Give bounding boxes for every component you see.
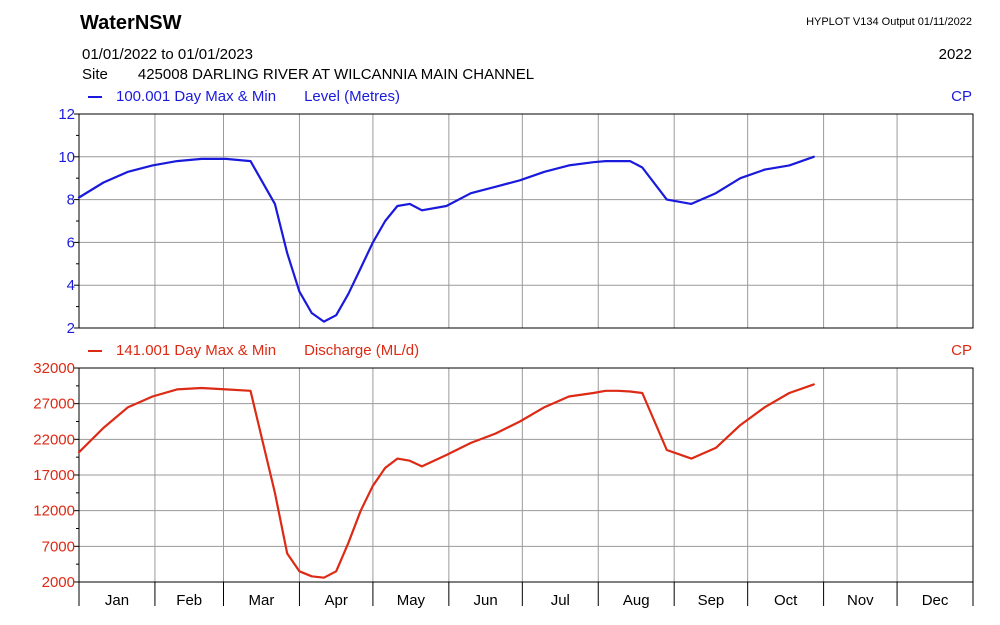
discharge-legend-series: 141.001 Day Max & Min	[116, 342, 277, 359]
discharge-ytick-label: 7000	[42, 538, 75, 555]
discharge-legend-ylabel: Discharge (ML/d)	[304, 342, 420, 359]
level-plot-frame	[78, 113, 974, 329]
level-legend-series: 100.001 Day Max & Min	[116, 88, 277, 105]
level-ytick-label: 6	[67, 234, 75, 251]
discharge-cp-label: CP	[951, 342, 972, 359]
level-cp-label: CP	[951, 88, 972, 105]
level-ytick-label: 4	[67, 277, 75, 294]
discharge-legend-swatch	[88, 350, 102, 353]
month-label: Feb	[176, 592, 202, 609]
discharge-ytick-label: 32000	[33, 360, 75, 377]
date-range: 01/01/2022 to 01/01/2023	[82, 46, 253, 63]
discharge-ytick-label: 2000	[42, 574, 75, 591]
level-series-line	[77, 155, 815, 323]
month-label: Jan	[105, 592, 129, 609]
level-ytick-label: 2	[67, 320, 75, 337]
month-label: May	[397, 592, 426, 609]
output-info: HYPLOT V134 Output 01/11/2022	[806, 16, 972, 28]
site-label: Site	[82, 66, 108, 83]
discharge-legend: 141.001 Day Max & Min Discharge (ML/d)	[88, 342, 419, 359]
year-label: 2022	[938, 46, 972, 63]
level-ytick-label: 8	[67, 192, 75, 209]
month-label: Nov	[847, 592, 874, 609]
site-value: 425008 DARLING RIVER AT WILCANNIA MAIN C…	[137, 66, 535, 83]
discharge-ytick-label: 12000	[33, 503, 75, 520]
level-legend: 100.001 Day Max & Min Level (Metres)	[88, 88, 400, 105]
month-label: Dec	[922, 592, 949, 609]
month-label: Aug	[623, 592, 650, 609]
level-ytick-label: 12	[58, 106, 75, 123]
level-legend-swatch	[88, 96, 102, 99]
page-title: WaterNSW	[80, 12, 182, 34]
site-info: Site 425008 DARLING RIVER AT WILCANNIA MA…	[82, 66, 534, 83]
month-label: Oct	[774, 592, 798, 609]
month-label: Jul	[551, 592, 570, 609]
discharge-plot-frame	[78, 367, 974, 583]
month-label: Mar	[249, 592, 275, 609]
discharge-series-line	[77, 383, 815, 579]
month-label: Apr	[325, 592, 348, 609]
level-ytick-label: 10	[58, 149, 75, 166]
discharge-ytick-label: 27000	[33, 396, 75, 413]
month-label: Jun	[473, 592, 497, 609]
month-label: Sep	[698, 592, 725, 609]
level-legend-ylabel: Level (Metres)	[304, 88, 400, 105]
discharge-ytick-label: 22000	[33, 431, 75, 448]
discharge-ytick-label: 17000	[33, 467, 75, 484]
